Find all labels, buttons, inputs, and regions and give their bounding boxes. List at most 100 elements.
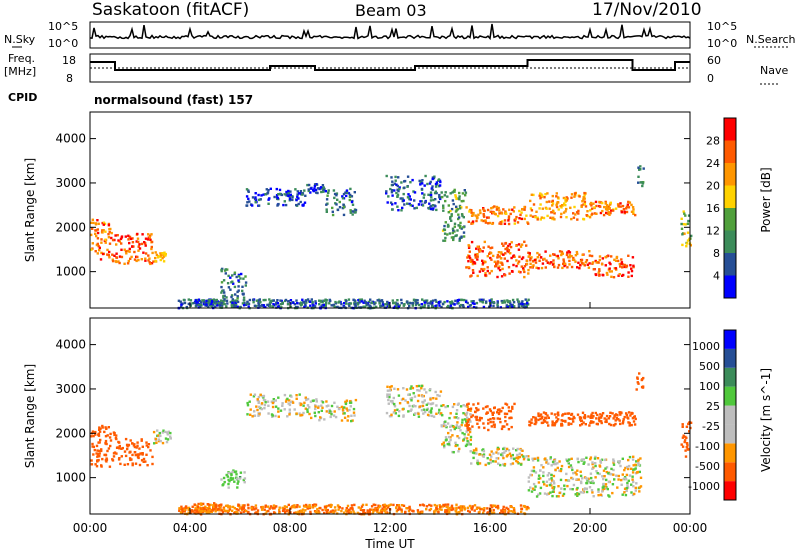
power-cell [244,284,247,287]
velocity-cell [206,507,209,510]
velocity-cell [608,495,611,498]
power-colorbar-swatch [724,275,736,298]
velocity-cell [295,505,298,509]
velocity-cell [546,493,549,496]
velocity-cell [416,399,420,403]
velocity-cell [227,506,230,509]
velocity-cell [512,510,515,513]
power-cell [607,211,610,214]
power-cell [304,303,307,306]
velocity-cell [329,510,332,514]
velocity-cell [466,420,470,423]
velocity-cell [383,503,386,506]
velocity-cell [393,409,397,412]
velocity-cell [505,423,509,426]
power-cell [431,299,435,302]
power-cell [536,256,539,259]
power-cell [471,302,474,305]
power-cell [450,236,454,239]
power-cell [391,208,394,211]
velocity-cell [466,506,470,509]
velocity-cell [550,464,553,467]
velocity-cell [97,453,100,457]
velocity-cell [446,503,450,506]
velocity-colorbar-label: Velocity [m s^-1] [759,368,773,472]
power-cell [390,191,394,194]
power-cell [515,259,518,262]
power-cell [98,249,101,252]
power-cell [342,213,346,217]
velocity-cell [632,416,636,419]
velocity-cell [542,411,546,414]
power-cell [442,204,445,207]
velocity-cell [544,412,548,416]
velocity-cell [464,424,467,427]
velocity-cell [254,511,258,514]
power-cell [478,298,481,301]
power-cell [471,222,475,225]
velocity-cell [418,389,421,392]
power-cell [277,193,280,196]
velocity-cell [151,455,154,459]
velocity-cell [579,491,582,494]
power-cell [381,301,384,304]
power-cell [96,242,99,246]
velocity-cell [623,468,626,472]
power-cell [496,253,500,257]
velocity-cell [511,453,514,457]
velocity-cell [381,507,384,510]
velocity-cell [417,384,421,388]
power-cell [642,167,645,170]
power-cell [490,207,493,210]
power-cell [237,280,241,283]
power-cell [557,208,560,211]
power-cell [523,275,526,279]
power-cell [446,195,449,198]
velocity-cell [547,416,550,419]
power-cell [113,254,116,257]
power-cell [430,196,433,199]
velocity-cell [134,453,137,457]
power-cell [457,213,460,216]
velocity-cell [502,447,505,451]
velocity-cell [505,447,509,451]
velocity-cell [131,463,134,467]
velocity-cell [200,507,203,511]
velocity-cell [430,407,433,410]
power-cell [438,300,441,304]
power-cell [496,214,500,218]
power-cell [240,272,243,276]
velocity-cell [516,453,519,457]
velocity-cell [184,506,187,509]
velocity-cell [497,412,501,415]
velocity-cell [591,421,594,424]
velocity-cell [567,462,570,465]
power-cell [482,305,486,309]
velocity-cell [582,488,586,491]
velocity-cell [98,430,102,433]
velocity-cell [209,503,212,507]
velocity-cell [584,423,587,426]
power-cell [470,214,474,217]
velocity-cell [532,416,535,419]
velocity-cell [189,511,192,514]
power-cell [523,270,526,274]
power-cell [639,165,642,168]
power-cell [128,235,132,239]
velocity-cell [525,508,528,511]
power-cell [568,251,572,254]
date-label: 17/Nov/2010 [592,0,702,20]
power-cell [453,303,456,306]
power-cell [625,205,629,208]
velocity-cell [166,431,169,434]
velocity-cell [243,481,246,484]
velocity-cell [396,388,400,391]
velocity-cell [600,420,603,423]
power-cell [473,262,477,265]
velocity-cell [513,508,516,511]
power-cell [440,191,443,194]
velocity-cell [547,492,550,495]
velocity-cell [246,404,250,407]
velocity-cell [179,511,183,514]
power-cell [360,300,363,303]
